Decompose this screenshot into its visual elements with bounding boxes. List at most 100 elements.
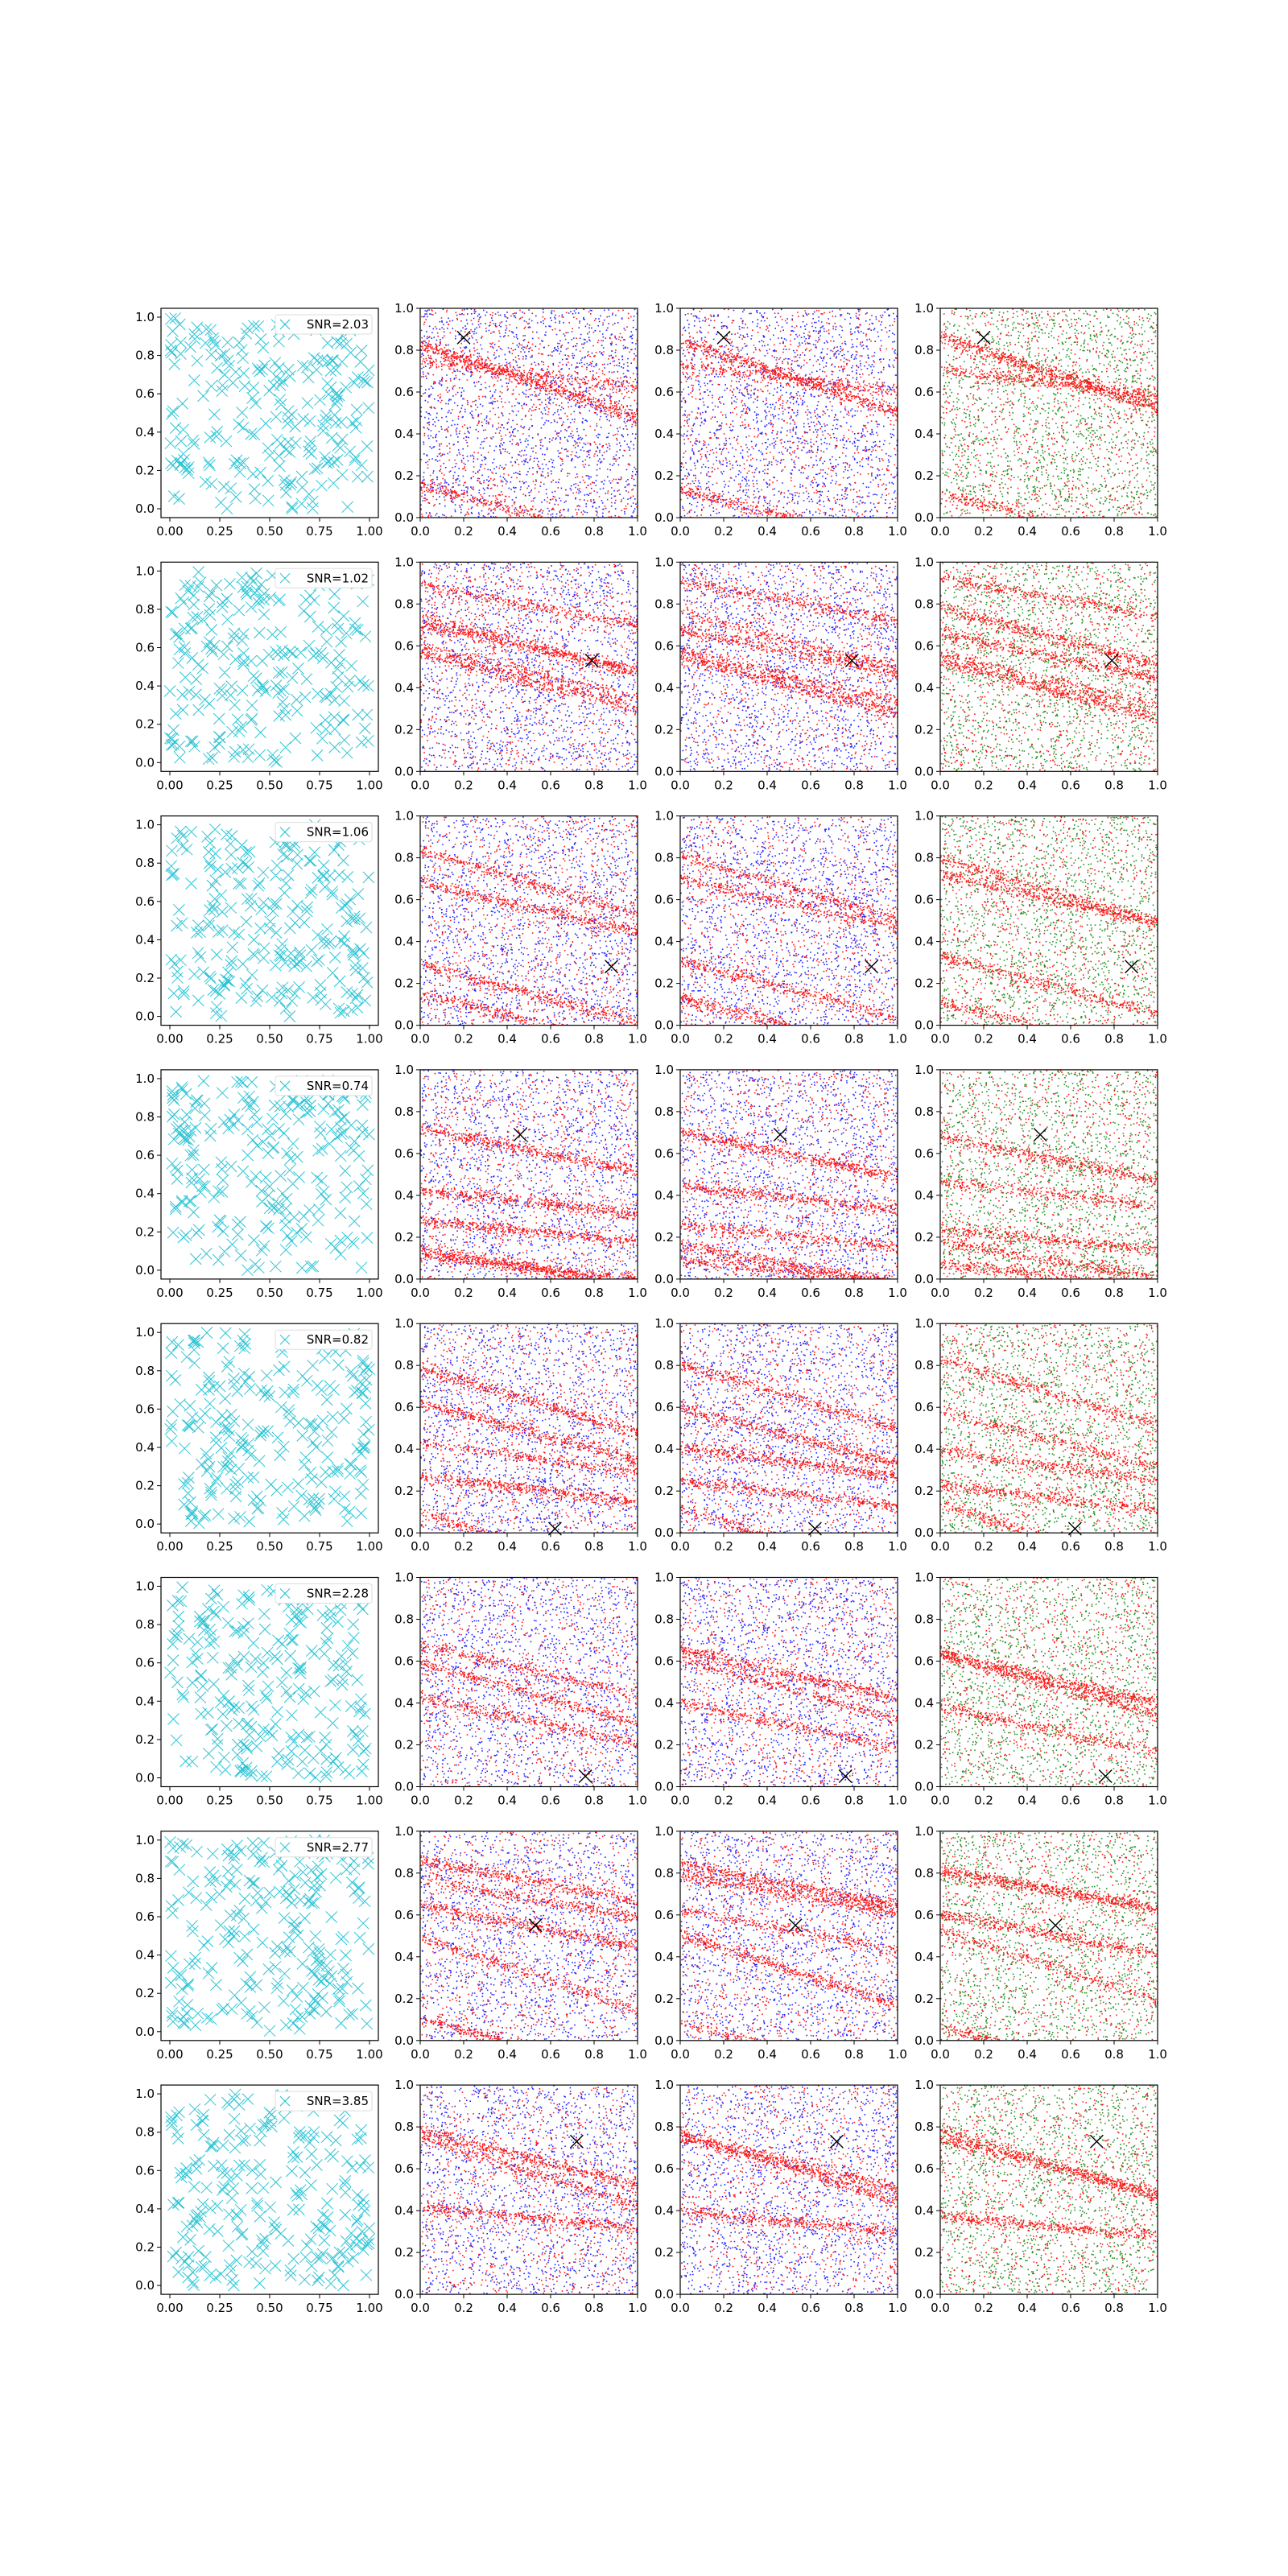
y-tick-label: 0.0 <box>654 2287 674 2301</box>
x-tick-label: 0.75 <box>306 1032 332 1046</box>
x-tick-label: 1.0 <box>1148 1032 1167 1046</box>
y-tick-label: 1.0 <box>654 301 674 316</box>
y-tick-label: 0.8 <box>654 2120 674 2134</box>
plot-area <box>940 308 1159 518</box>
red-points <box>420 2085 638 2295</box>
x-tick-label: 0.2 <box>974 2047 993 2062</box>
blue-points <box>680 1831 898 2041</box>
x-tick-label: 0.8 <box>1104 1032 1124 1046</box>
plot-area <box>940 2085 1159 2296</box>
x-tick-label: 0.0 <box>931 1286 950 1300</box>
plot-area <box>680 2085 898 2295</box>
x-tick-label: 0.2 <box>974 778 993 792</box>
x-tick-label: 0.2 <box>454 1794 473 1808</box>
snr-label: SNR=2.77 <box>307 1840 369 1855</box>
y-tick-label: 0.2 <box>394 1230 414 1245</box>
y-tick-label: 1.0 <box>135 1579 155 1594</box>
panel-r1-c2: 0.0 0.2 0.4 0.6 0.8 1.00.00.20.40.60.81.0 <box>394 301 647 539</box>
plot-area <box>940 816 1159 1027</box>
y-tick-label: 1.0 <box>654 1571 674 1585</box>
x-tick-label: 0.0 <box>931 524 950 539</box>
x-tick-label: 0.0 <box>931 1539 950 1554</box>
x-tick-label: 0.6 <box>1061 1032 1080 1046</box>
y-tick-label: 0.2 <box>654 1230 674 1245</box>
target-marker <box>774 1129 786 1141</box>
y-tick-label: 0.4 <box>914 1950 934 1964</box>
panel-r8-c2: 0.0 0.2 0.4 0.6 0.8 1.00.00.20.40.60.81.0 <box>394 2078 647 2315</box>
y-tick-label: 0.8 <box>135 2125 155 2140</box>
green-points <box>940 308 1159 518</box>
target-marker <box>717 331 730 344</box>
y-tick-label: 0.6 <box>394 638 414 653</box>
red-points <box>680 816 898 1026</box>
y-tick-label: 0.6 <box>394 2161 414 2176</box>
x-tick-label: 0.6 <box>801 1539 820 1554</box>
y-tick-label: 0.2 <box>135 717 155 732</box>
x-tick-label: 0.25 <box>206 2047 233 2062</box>
x-tick-label: 1.00 <box>356 778 382 792</box>
x-tick-label: 1.0 <box>888 2047 907 2062</box>
plot-area <box>165 1327 375 1530</box>
target-marker <box>605 960 618 973</box>
panel-r2-c3: 0.0 0.2 0.4 0.6 0.8 1.00.00.20.40.60.81.0 <box>654 555 907 792</box>
red-points <box>680 1324 898 1534</box>
x-tick-label: 0.75 <box>306 2047 332 2062</box>
x-tick-label: 0.50 <box>256 1539 283 1554</box>
y-tick-label: 0.0 <box>654 2033 674 2048</box>
x-tick-label: 0.0 <box>411 1032 430 1046</box>
x-tick-label: 1.0 <box>628 2301 647 2315</box>
y-tick-label: 0.8 <box>394 2120 414 2134</box>
snr-label: SNR=2.28 <box>307 1587 369 1601</box>
y-tick-label: 0.6 <box>914 1400 934 1414</box>
plot-area <box>165 1835 374 2037</box>
y-tick-label: 0.0 <box>394 2287 414 2301</box>
x-tick-label: 0.2 <box>974 1032 993 1046</box>
panel-r5-c4: 0.0 0.2 0.4 0.6 0.8 1.00.00.20.40.60.81.0 <box>914 1316 1167 1554</box>
plot-area <box>680 1831 898 2041</box>
x-tick-label: 0.2 <box>454 2047 473 2062</box>
y-tick-label: 0.8 <box>135 856 155 870</box>
x-tick-label: 1.0 <box>888 1794 907 1808</box>
x-tick-label: 0.8 <box>844 778 864 792</box>
legend: SNR=1.02 <box>275 568 372 588</box>
x-tick-label: 0.4 <box>497 1286 517 1300</box>
y-tick-label: 1.0 <box>654 1316 674 1331</box>
x-tick-label: 1.00 <box>356 524 382 539</box>
x-tick-label: 0.2 <box>714 524 733 539</box>
y-tick-label: 0.0 <box>394 1272 414 1286</box>
panel-r8-c4: 0.0 0.2 0.4 0.6 0.8 1.00.00.20.40.60.81.0 <box>914 2078 1167 2315</box>
plot-area <box>680 816 898 1026</box>
y-tick-label: 0.0 <box>394 764 414 778</box>
x-tick-label: 0.2 <box>454 1539 473 1554</box>
y-tick-label: 0.2 <box>394 2245 414 2260</box>
x-tick-label: 1.0 <box>628 2047 647 2062</box>
x-tick-label: 1.0 <box>888 1539 907 1554</box>
plot-area <box>165 1582 372 1783</box>
x-tick-label: 0.4 <box>1018 524 1037 539</box>
x-tick-label: 0.00 <box>156 1794 183 1808</box>
y-tick-label: 0.0 <box>394 2033 414 2048</box>
y-tick-label: 0.8 <box>914 1358 934 1373</box>
x-tick-label: 1.00 <box>356 1286 382 1300</box>
green-points <box>940 2085 1158 2295</box>
y-tick-label: 0.4 <box>135 425 155 440</box>
x-tick-label: 0.8 <box>1104 1539 1124 1554</box>
x-tick-label: 0.4 <box>758 1286 777 1300</box>
y-tick-label: 0.0 <box>914 1018 934 1033</box>
legend: SNR=1.06 <box>275 823 372 842</box>
x-tick-label: 0.2 <box>714 2301 733 2315</box>
panel-frame <box>940 1831 1158 2041</box>
x-tick-label: 0.0 <box>931 1794 950 1808</box>
y-tick-label: 0.2 <box>654 722 674 737</box>
y-tick-label: 0.6 <box>914 2161 934 2176</box>
y-tick-label: 0.0 <box>914 2287 934 2301</box>
y-tick-label: 1.0 <box>654 2078 674 2092</box>
cyan-x-markers <box>166 819 374 1022</box>
y-tick-label: 0.6 <box>654 638 674 653</box>
y-tick-label: 1.0 <box>135 564 155 578</box>
y-tick-label: 1.0 <box>394 301 414 316</box>
green-points <box>940 1831 1158 2041</box>
x-tick-label: 0.50 <box>256 524 283 539</box>
y-tick-label: 0.0 <box>914 1272 934 1286</box>
cyan-x-markers <box>165 1327 375 1530</box>
